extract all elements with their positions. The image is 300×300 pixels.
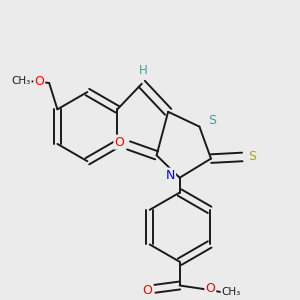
Text: H: H [139, 64, 148, 77]
Text: S: S [248, 151, 256, 164]
Text: O: O [142, 284, 152, 297]
Text: O: O [114, 136, 124, 148]
Text: O: O [34, 75, 44, 88]
Text: N: N [166, 169, 175, 182]
Text: CH₃: CH₃ [11, 76, 31, 86]
Text: CH₃: CH₃ [221, 287, 241, 297]
Text: O: O [206, 282, 215, 295]
Text: S: S [208, 113, 216, 127]
